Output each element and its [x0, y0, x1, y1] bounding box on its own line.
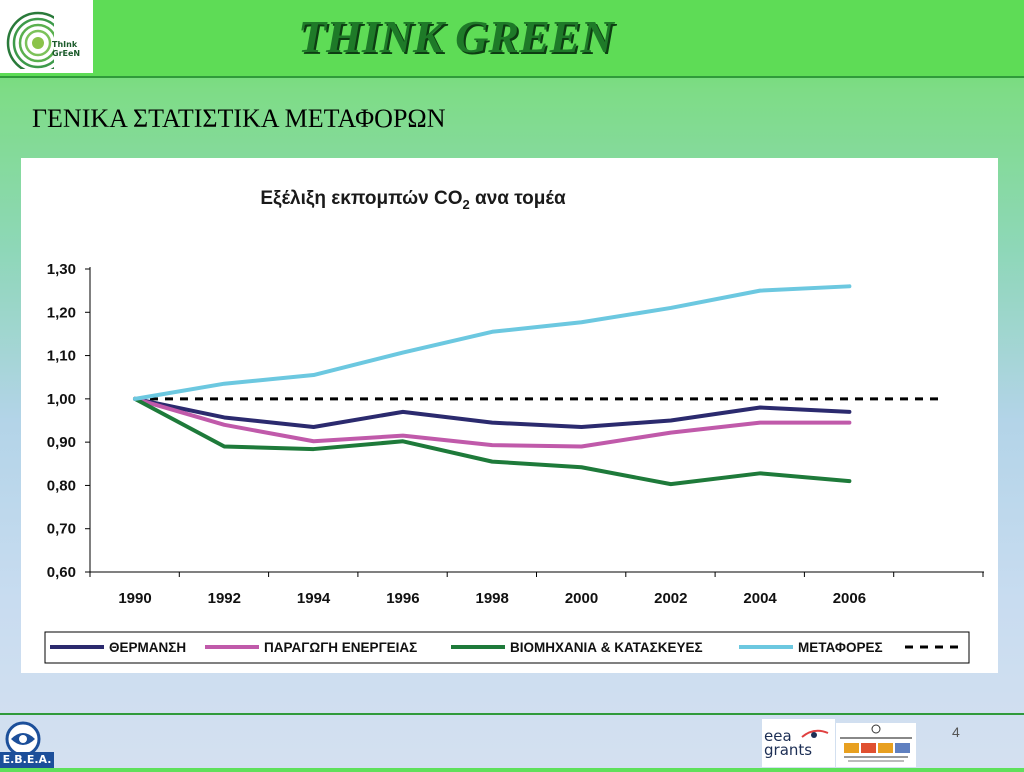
ministry-logo [836, 723, 916, 767]
series-line-3 [133, 284, 852, 401]
chart-title-tail: ανα τομέα [470, 188, 566, 209]
legend-label-1: ΠΑΡΑΓΩΓΗ ΕΝΕΡΓΕΙΑΣ [264, 640, 417, 655]
y-tick-label: 1,30 [47, 261, 76, 278]
legend-label-3: ΜΕΤΑΦΟΡΕΣ [798, 640, 883, 655]
legend-label-0: ΘΕΡΜΑΝΣΗ [109, 640, 186, 655]
x-tick-label: 1998 [476, 590, 509, 607]
x-tick-label: 1996 [386, 590, 419, 607]
logo-text-line2: GrEeN [52, 49, 81, 58]
eea-text-line2: grants [764, 741, 813, 759]
eea-text-line1: eea [764, 727, 792, 745]
y-tick-label: 0,70 [47, 521, 76, 538]
spiral-logo-icon [6, 11, 54, 69]
banner-title: THINK GREEN [298, 11, 614, 62]
x-tick-label: 1990 [118, 590, 151, 607]
ebea-label: E.B.E.A. [0, 752, 54, 768]
y-tick-label: 1,00 [47, 391, 76, 408]
page-number: 4 [952, 724, 960, 740]
ebea-globe-icon [5, 721, 41, 757]
x-tick-label: 1992 [208, 590, 241, 607]
y-tick-label: 0,80 [47, 477, 76, 494]
eea-grants-logo: eea grants [762, 719, 835, 767]
chart-panel: Εξέλιξη εκπομπών CO2 ανα τομέα 1,30 1,20 1… [21, 158, 998, 673]
series-line-0 [133, 396, 852, 429]
logo-text-line1: ThInk [52, 40, 78, 49]
legend-label-2: ΒΙΟΜΗΧΑΝΙΑ & ΚΑΤΑΣΚΕΥΕΣ [510, 640, 703, 655]
eea-grants-text: eea grants [764, 727, 813, 759]
x-tick-label: 1994 [297, 590, 331, 607]
series-line-2 [133, 396, 852, 487]
y-tick-label: 0,90 [47, 434, 76, 451]
co2-line-chart: Εξέλιξη εκπομπών CO2 ανα τομέα 1,301,201… [44, 188, 984, 664]
chart-title-subscript: 2 [463, 197, 470, 212]
series-line-1 [133, 396, 852, 449]
chart-title-main: Εξέλιξη εκπομπών CO [260, 188, 462, 209]
chart-series [133, 284, 943, 487]
chart-legend: ΘΕΡΜΑΝΣΗ ΠΑΡΑΓΩΓΗ ΕΝΕΡΓΕΙΑΣ ΒΙΟΜΗΧΑΝΙΑ & Κ… [44, 631, 970, 664]
x-tick-label: 2004 [743, 590, 777, 607]
legend-box [44, 631, 970, 664]
think-green-logo: ThInk GrEeN [0, 0, 93, 73]
x-tick-label: 2000 [565, 590, 598, 607]
chart-title: Εξέλιξη εκπομπών CO2 ανα τομέα [260, 188, 566, 212]
footer-divider [0, 713, 1024, 715]
y-tick-label: 1,10 [47, 348, 76, 365]
eea-swoosh-icon [801, 729, 829, 738]
x-tick-label: 2002 [654, 590, 687, 607]
logo-text: ThInk GrEeN [52, 40, 80, 58]
x-tick-label: 2006 [833, 590, 866, 607]
y-tick-label: 0,60 [47, 564, 76, 581]
header-bar [0, 0, 1024, 76]
ministry-emblem-icon [840, 724, 912, 762]
y-tick-label: 1,20 [47, 304, 76, 321]
chart-axes: 1,30 1,20 1,10 1,00 0,90 0,80 0,70 0,60 1990 1992… [47, 261, 984, 607]
slide-title: ΓΕΝΙΚΑ ΣΤΑΤΙΣΤΙΚΑ ΜΕΤΑΦΟΡΩΝ [32, 104, 446, 133]
header-divider [0, 76, 1024, 78]
